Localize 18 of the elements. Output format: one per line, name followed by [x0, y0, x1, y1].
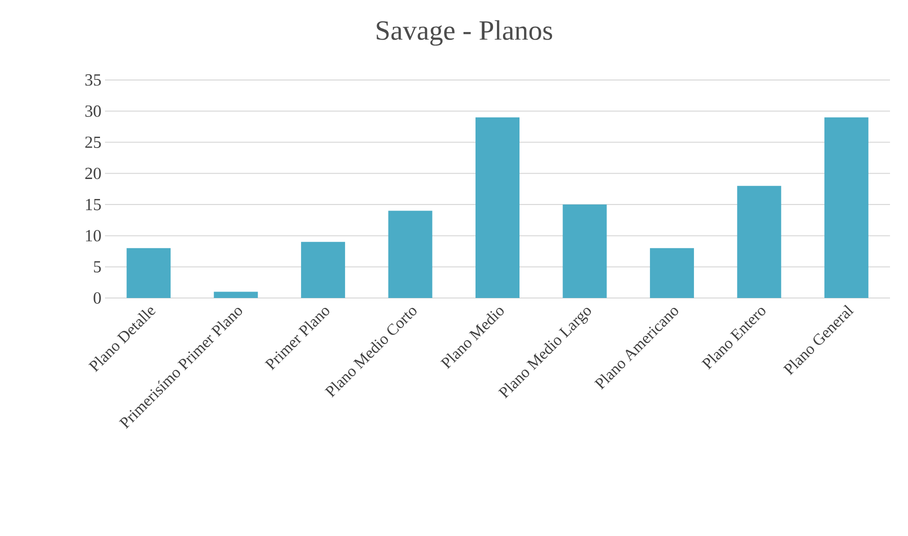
y-tick-label: 10 — [86, 230, 101, 242]
bar — [737, 186, 782, 298]
y-tick-label: 15 — [86, 198, 101, 210]
bar — [214, 292, 258, 298]
y-tick-label: 0 — [94, 292, 101, 304]
bar — [388, 210, 432, 298]
bar — [301, 242, 346, 298]
y-tick-label: 5 — [94, 261, 101, 272]
bar — [126, 248, 171, 298]
y-tick-label: 25 — [85, 136, 101, 148]
y-tick-label: 30 — [85, 105, 101, 117]
chart-title: Savage - Planos — [376, 20, 552, 46]
bar — [562, 204, 607, 298]
bar — [824, 117, 868, 298]
bar — [476, 117, 520, 298]
bar — [650, 248, 694, 298]
y-tick-label: 35 — [85, 74, 101, 86]
y-tick-label: 20 — [85, 168, 101, 180]
